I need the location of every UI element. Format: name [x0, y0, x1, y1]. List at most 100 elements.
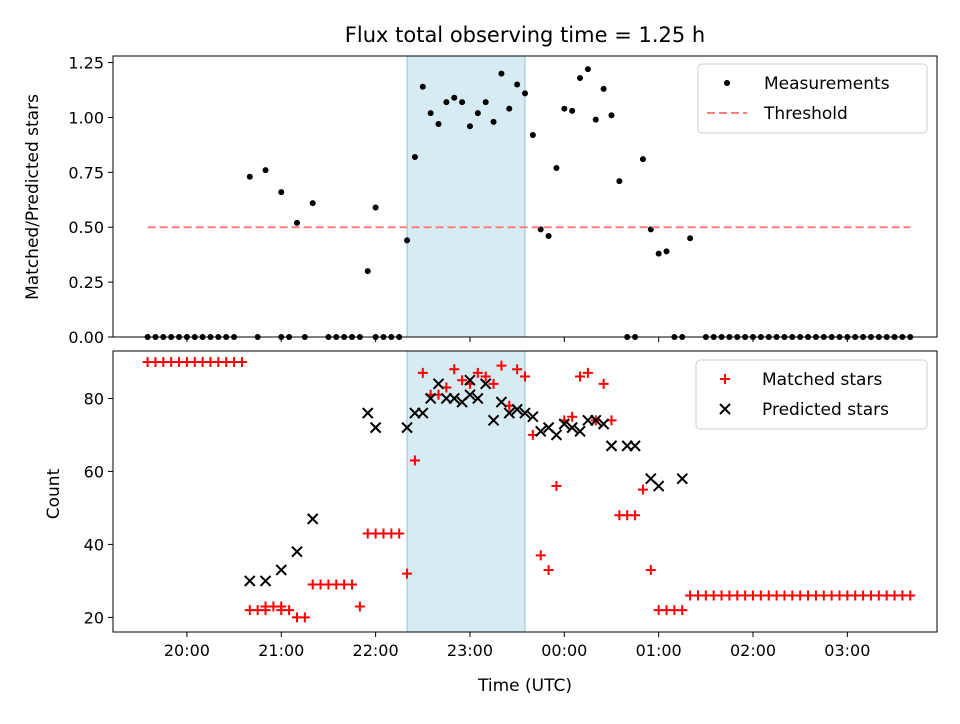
predicted-stars-point [244, 575, 256, 587]
x-tick-label: 23:00 [447, 641, 493, 660]
predicted-stars-point [432, 378, 445, 390]
top-y-axis-label: Matched/Predicted stars [23, 94, 43, 300]
measurement-point [687, 235, 694, 242]
measurement-point [364, 268, 371, 275]
axes-frame [112, 55, 938, 338]
measurement-point [435, 121, 442, 128]
predicted-stars-point [511, 403, 523, 416]
legend-marker-plus [720, 374, 730, 384]
predicted-stars-point [605, 440, 618, 452]
matched-stars-point [567, 411, 578, 422]
matched-stars-point [417, 367, 428, 378]
legend-label: Matched stars [762, 370, 882, 390]
predicted-stars-point [307, 513, 319, 525]
observing-window-band [406, 350, 526, 633]
predicted-stars-point [574, 425, 586, 437]
matched-stars-point [449, 364, 460, 375]
y-tick-label: 40 [84, 535, 104, 554]
x-tick-label: 02:00 [730, 641, 776, 660]
measurement-point [655, 250, 662, 257]
predicted-stars-point [550, 429, 563, 441]
measurement-point [278, 189, 285, 196]
matched-stars-point [347, 579, 358, 590]
predicted-stars-point [519, 407, 531, 419]
predicted-stars-point [590, 414, 602, 427]
legend-label: Measurements [764, 74, 890, 94]
predicted-stars-point [487, 414, 500, 427]
matched-stars-point [543, 564, 554, 575]
measurement-point [545, 233, 552, 240]
legend-marker-dot [724, 80, 730, 86]
legend-box [695, 359, 928, 430]
matched-stars-point [520, 371, 530, 382]
measurement-point [372, 204, 379, 211]
legend-label: Threshold [763, 104, 848, 124]
y-tick-label: 60 [84, 462, 104, 481]
measurement-point [466, 123, 473, 130]
measurement-point [404, 237, 411, 244]
y-tick-label: 1.00 [68, 108, 104, 127]
matched-stars-point [472, 367, 483, 378]
y-tick-label: 0.50 [68, 218, 104, 237]
matched-stars-point [551, 481, 562, 492]
predicted-stars-point [369, 421, 382, 434]
x-axis-label: Time (UTC) [477, 676, 572, 696]
predicted-stars-point [503, 407, 515, 419]
measurement-point [577, 74, 584, 81]
y-tick-label: 0.25 [68, 273, 104, 292]
matched-stars-point [409, 455, 420, 466]
predicted-stars-point [629, 440, 641, 452]
measurement-point [498, 70, 505, 77]
measurement-point [592, 116, 599, 123]
bottom-y-axis-label: Count [44, 468, 64, 519]
predicted-stars-point [464, 389, 476, 401]
legend-marker-x [719, 403, 731, 415]
measurement-point [427, 110, 434, 117]
x-tick-label: 00:00 [541, 641, 587, 660]
y-tick-label: 0.00 [68, 328, 104, 347]
measurement-point [451, 94, 458, 101]
matched-stars-point [582, 367, 593, 378]
chart-title: Flux total observing time = 1.25 h [345, 23, 705, 47]
predicted-stars-point [479, 378, 492, 390]
predicted-stars-point [464, 374, 476, 386]
measurement-point [561, 105, 568, 112]
measurement-point [309, 200, 316, 207]
predicted-stars-point [291, 546, 303, 558]
matched-stars-point [354, 601, 365, 612]
predicted-stars-point [424, 392, 437, 405]
predicted-stars-point [676, 473, 688, 485]
matched-stars-point [905, 590, 916, 601]
predicted-stars-point [566, 421, 578, 434]
x-tick-label: 03:00 [824, 641, 870, 660]
matched-stars-point [512, 364, 523, 375]
predicted-stars-point [472, 392, 484, 405]
x-tick-label: 20:00 [164, 641, 210, 660]
x-tick-label: 22:00 [353, 641, 399, 660]
predicted-stars-point [652, 480, 665, 492]
predicted-stars-point [417, 407, 429, 419]
top-panel: 0.00 0.25 0.50 0.75 1.00 1.25 Measurements Thre… [68, 54, 938, 347]
measurement-point [262, 167, 269, 174]
y-tick-label: 1.25 [68, 54, 104, 73]
measurement-point [411, 153, 418, 160]
y-tick-label: 80 [84, 389, 104, 408]
x-tick-label: 01:00 [636, 641, 682, 660]
measurement-point [616, 178, 623, 185]
measurement-point [490, 118, 497, 125]
y-tick-label: 0.75 [68, 163, 104, 182]
predicted-stars-point [259, 575, 272, 587]
measurement-point [482, 99, 489, 106]
matched-stars-point [645, 564, 656, 575]
predicted-stars-point [401, 421, 413, 434]
matched-stars-point [457, 375, 468, 386]
matched-stars-point [630, 510, 641, 521]
bottom-panel: 20 40 60 80 20:00 21:00 22:00 23:00 00:00 01:00 02… [84, 350, 938, 660]
predicted-stars-point [275, 564, 287, 576]
y-tick-label: 20 [84, 608, 104, 627]
measurement-point [474, 110, 481, 117]
measurement-point [529, 132, 536, 139]
measurement-point [608, 112, 615, 119]
matched-stars-point [394, 528, 405, 539]
